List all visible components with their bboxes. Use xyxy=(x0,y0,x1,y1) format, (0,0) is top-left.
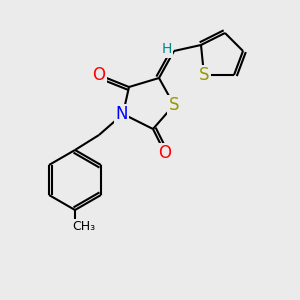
Text: H: H xyxy=(161,43,172,56)
Text: N: N xyxy=(115,105,128,123)
Text: S: S xyxy=(199,66,209,84)
Text: O: O xyxy=(92,66,106,84)
Text: CH₃: CH₃ xyxy=(72,220,96,233)
Text: S: S xyxy=(169,96,179,114)
Text: O: O xyxy=(158,144,172,162)
